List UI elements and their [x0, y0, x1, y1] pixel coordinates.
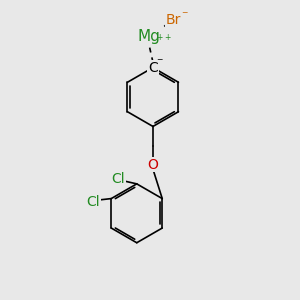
Text: $^{-}$: $^{-}$	[156, 57, 163, 67]
Text: Cl: Cl	[86, 194, 100, 208]
Text: Mg: Mg	[137, 29, 160, 44]
Text: Cl: Cl	[112, 172, 125, 186]
Text: O: O	[148, 158, 158, 172]
Text: $^{-}$: $^{-}$	[181, 10, 189, 20]
Text: C: C	[148, 61, 158, 75]
Text: Br: Br	[166, 14, 181, 27]
Text: $^{++}$: $^{++}$	[156, 33, 172, 43]
